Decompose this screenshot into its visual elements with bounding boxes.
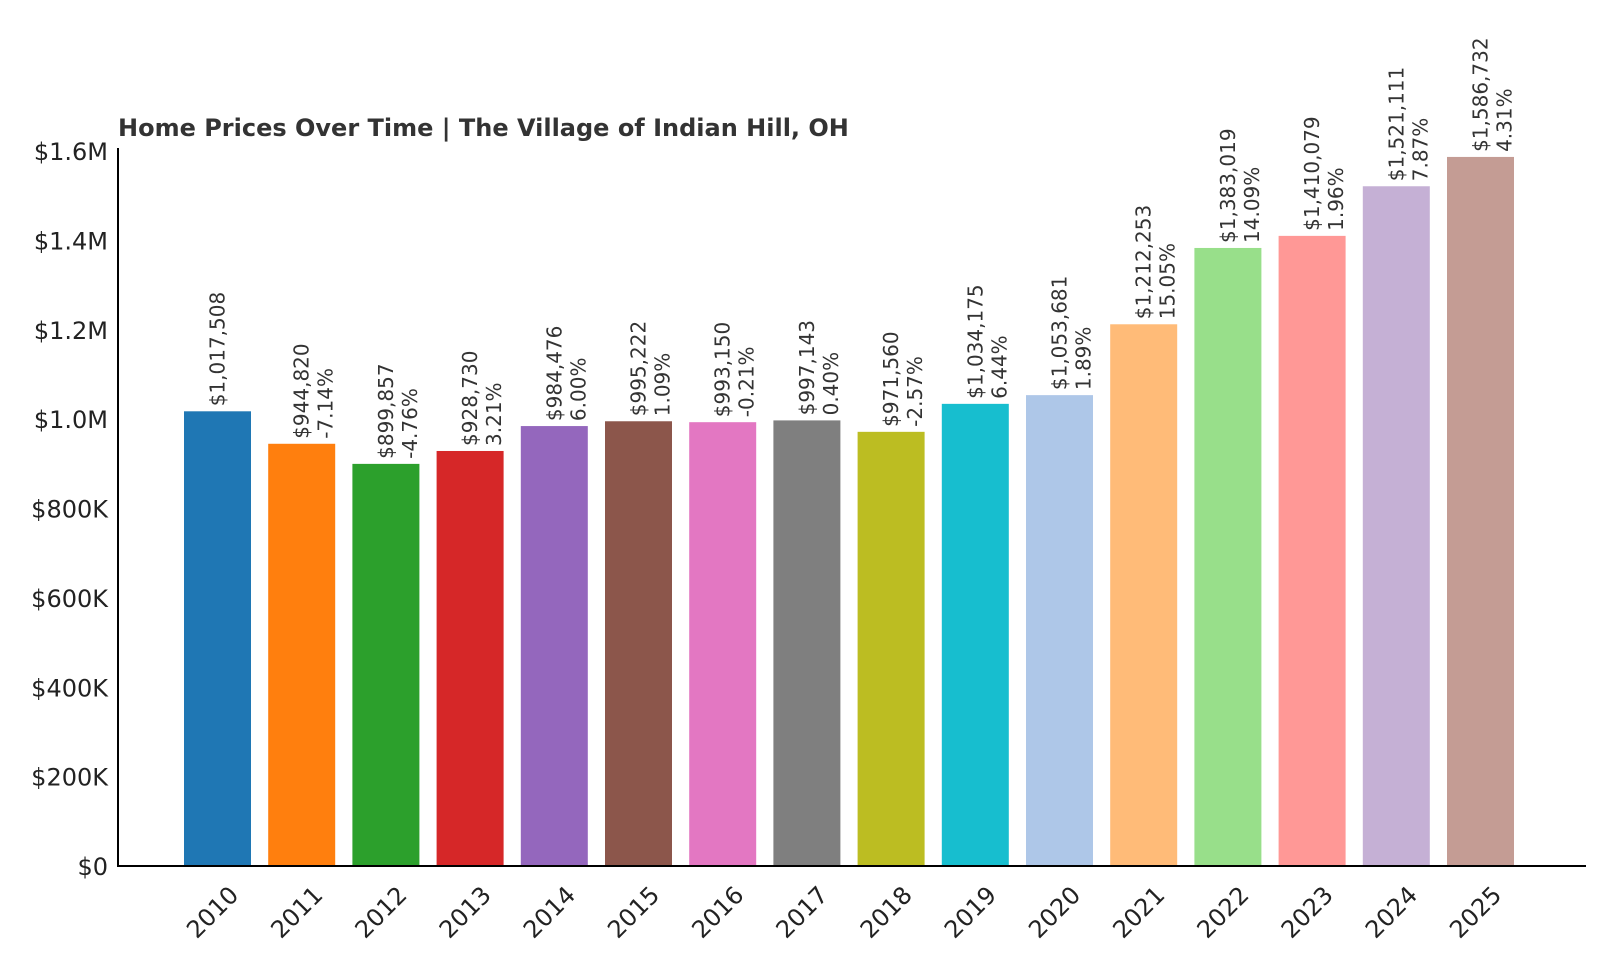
x-tick-label: 2023 <box>1276 881 1339 944</box>
value-label: $1,521,111 <box>1384 67 1408 182</box>
value-label: $1,017,508 <box>206 292 230 407</box>
value-label: $1,383,019 <box>1216 128 1240 243</box>
value-label: $928,730 <box>458 351 482 446</box>
x-axis-ticks: 2010 2011 2012 2013 2014 2015 2016 2017 2018 2019… <box>181 881 1507 944</box>
x-tick-label: 2016 <box>686 881 749 944</box>
change-label: -2.57% <box>903 356 927 427</box>
y-tick-label: $1.4M <box>34 227 108 255</box>
value-label: $1,053,681 <box>1048 276 1072 391</box>
change-label: 14.09% <box>1240 167 1264 243</box>
value-label: $1,410,079 <box>1300 116 1324 231</box>
x-tick-label: 2024 <box>1360 881 1423 944</box>
value-label: $997,143 <box>795 320 819 415</box>
x-tick-label: 2014 <box>518 881 581 944</box>
bar-2022 <box>1194 247 1262 866</box>
y-tick-label: $0 <box>77 853 108 881</box>
bar-2025 <box>1447 156 1514 866</box>
x-tick-label: 2011 <box>265 881 328 944</box>
bar-2018 <box>857 431 925 866</box>
x-tick-label: 2019 <box>939 881 1002 944</box>
bar-2020 <box>1026 395 1093 866</box>
value-label: $899,857 <box>374 363 398 458</box>
x-tick-label: 2010 <box>181 881 244 944</box>
value-label: $971,560 <box>879 331 903 426</box>
change-label: 7.87% <box>1408 118 1432 182</box>
change-label: 1.96% <box>1324 167 1348 231</box>
y-tick-label: $400K <box>31 674 109 702</box>
x-tick-label: 2021 <box>1107 881 1170 944</box>
value-label: $995,222 <box>627 321 651 416</box>
bar-2016 <box>689 422 757 866</box>
bar-2017 <box>773 420 841 866</box>
bar-2014 <box>520 426 588 866</box>
bar-2012 <box>352 463 420 866</box>
change-label: 1.09% <box>651 353 675 417</box>
bar-2021 <box>1110 324 1178 867</box>
bars-group <box>184 156 1514 867</box>
y-tick-label: $1.2M <box>34 317 108 345</box>
bar-2023 <box>1278 235 1346 866</box>
change-label: 6.44% <box>987 335 1011 399</box>
bar-2024 <box>1362 186 1430 866</box>
bar-2013 <box>436 450 504 866</box>
chart-title: Home Prices Over Time | The Village of I… <box>118 114 849 142</box>
change-label: 1.89% <box>1072 327 1096 391</box>
change-label: 6.00% <box>566 358 590 422</box>
value-label: $944,820 <box>290 343 314 438</box>
change-label: -7.14% <box>314 368 338 439</box>
change-label: 0.40% <box>819 352 843 416</box>
y-tick-label: $1.6M <box>34 138 108 166</box>
y-tick-label: $800K <box>31 496 109 524</box>
value-label: $993,150 <box>711 322 735 417</box>
y-axis-ticks: $0 $200K $400K $600K $800K $1.0M $1.2M $1.4M $1.… <box>31 138 109 881</box>
bar-2019 <box>941 403 1009 866</box>
change-label: -0.21% <box>735 346 759 417</box>
x-tick-label: 2012 <box>350 881 413 944</box>
x-tick-label: 2022 <box>1192 881 1255 944</box>
y-tick-label: $1.0M <box>34 406 108 434</box>
x-tick-label: 2013 <box>434 881 497 944</box>
change-label: 15.05% <box>1156 243 1180 319</box>
value-label: $984,476 <box>542 326 566 421</box>
change-label: 3.21% <box>482 382 506 446</box>
y-tick-label: $600K <box>31 585 109 613</box>
value-label: $1,034,175 <box>963 284 987 399</box>
x-tick-label: 2025 <box>1444 881 1507 944</box>
y-tick-label: $200K <box>31 764 109 792</box>
x-tick-label: 2017 <box>771 881 834 944</box>
value-label: $1,212,253 <box>1132 205 1156 320</box>
bar-2010 <box>184 411 251 866</box>
x-tick-label: 2015 <box>602 881 665 944</box>
change-label: -4.76% <box>398 388 422 459</box>
x-tick-label: 2020 <box>1023 881 1086 944</box>
bar-2015 <box>605 421 672 866</box>
x-tick-label: 2018 <box>855 881 918 944</box>
change-label: 4.31% <box>1493 88 1517 152</box>
bar-2011 <box>268 443 336 866</box>
value-label: $1,586,732 <box>1469 37 1493 152</box>
data-labels-group: $1,017,508 $944,820 -7.14% $899,857 -4.76% $9… <box>206 37 1517 458</box>
